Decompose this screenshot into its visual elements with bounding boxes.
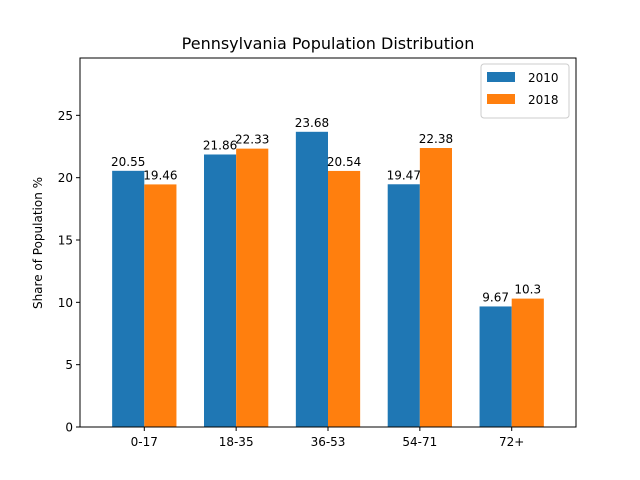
data-labels-group: 20.55 21.86 23.68 19.47 9.67 19.46 22.33 20.54 2… [111,116,541,305]
legend-swatch-2018 [487,94,515,104]
y-tick-label: 15 [58,234,73,248]
bar-2010-36-53 [295,131,328,428]
bar-2010-72+ [479,306,512,427]
bar-2010-18-35 [204,154,237,428]
x-axis: 0-17 18-35 36-53 54-71 72+ [131,427,524,449]
data-label-2018-54-71: 22.38 [419,132,453,146]
y-tick-label: 20 [58,171,73,185]
data-label-2018-0-17: 19.46 [143,168,177,182]
x-tick-label: 0-17 [131,435,158,449]
y-tick-label: 25 [58,109,73,123]
data-label-2018-18-35: 22.33 [235,133,269,147]
legend-label-2010: 2010 [528,71,559,85]
data-label-2010-54-71: 19.47 [387,168,421,182]
y-tick-label: 5 [65,358,73,372]
bar-2018-0-17 [144,184,177,427]
chart-title: Pennsylvania Population Distribution [182,34,475,53]
y-tick-label: 10 [58,296,73,310]
y-tick-label: 0 [65,421,73,435]
data-label-2010-36-53: 23.68 [295,116,329,130]
bar-2018-72+ [511,298,544,427]
data-label-2018-36-53: 20.54 [327,155,361,169]
x-tick-label: 36-53 [311,435,346,449]
y-axis: 0 5 10 15 20 25 [58,109,80,435]
bars-group [112,131,544,428]
bar-2018-36-53 [328,170,361,427]
x-tick-label: 54-71 [402,435,437,449]
data-label-2010-18-35: 21.86 [203,138,237,152]
data-label-2010-0-17: 20.55 [111,155,145,169]
bar-2018-18-35 [236,148,269,427]
x-tick-label: 72+ [499,435,524,449]
data-label-2010-72+: 9.67 [482,290,509,304]
y-axis-label: Share of Population % [31,177,45,309]
bar-2018-54-71 [419,148,452,427]
bar-2010-54-71 [387,184,420,427]
legend-label-2018: 2018 [528,93,559,107]
legend-swatch-2010 [487,72,515,82]
plot-frame [79,57,577,428]
legend: 2010 2018 [480,63,570,119]
x-tick-label: 18-35 [219,435,254,449]
bar-2010-0-17 [112,170,145,427]
data-label-2018-72+: 10.3 [514,283,541,297]
